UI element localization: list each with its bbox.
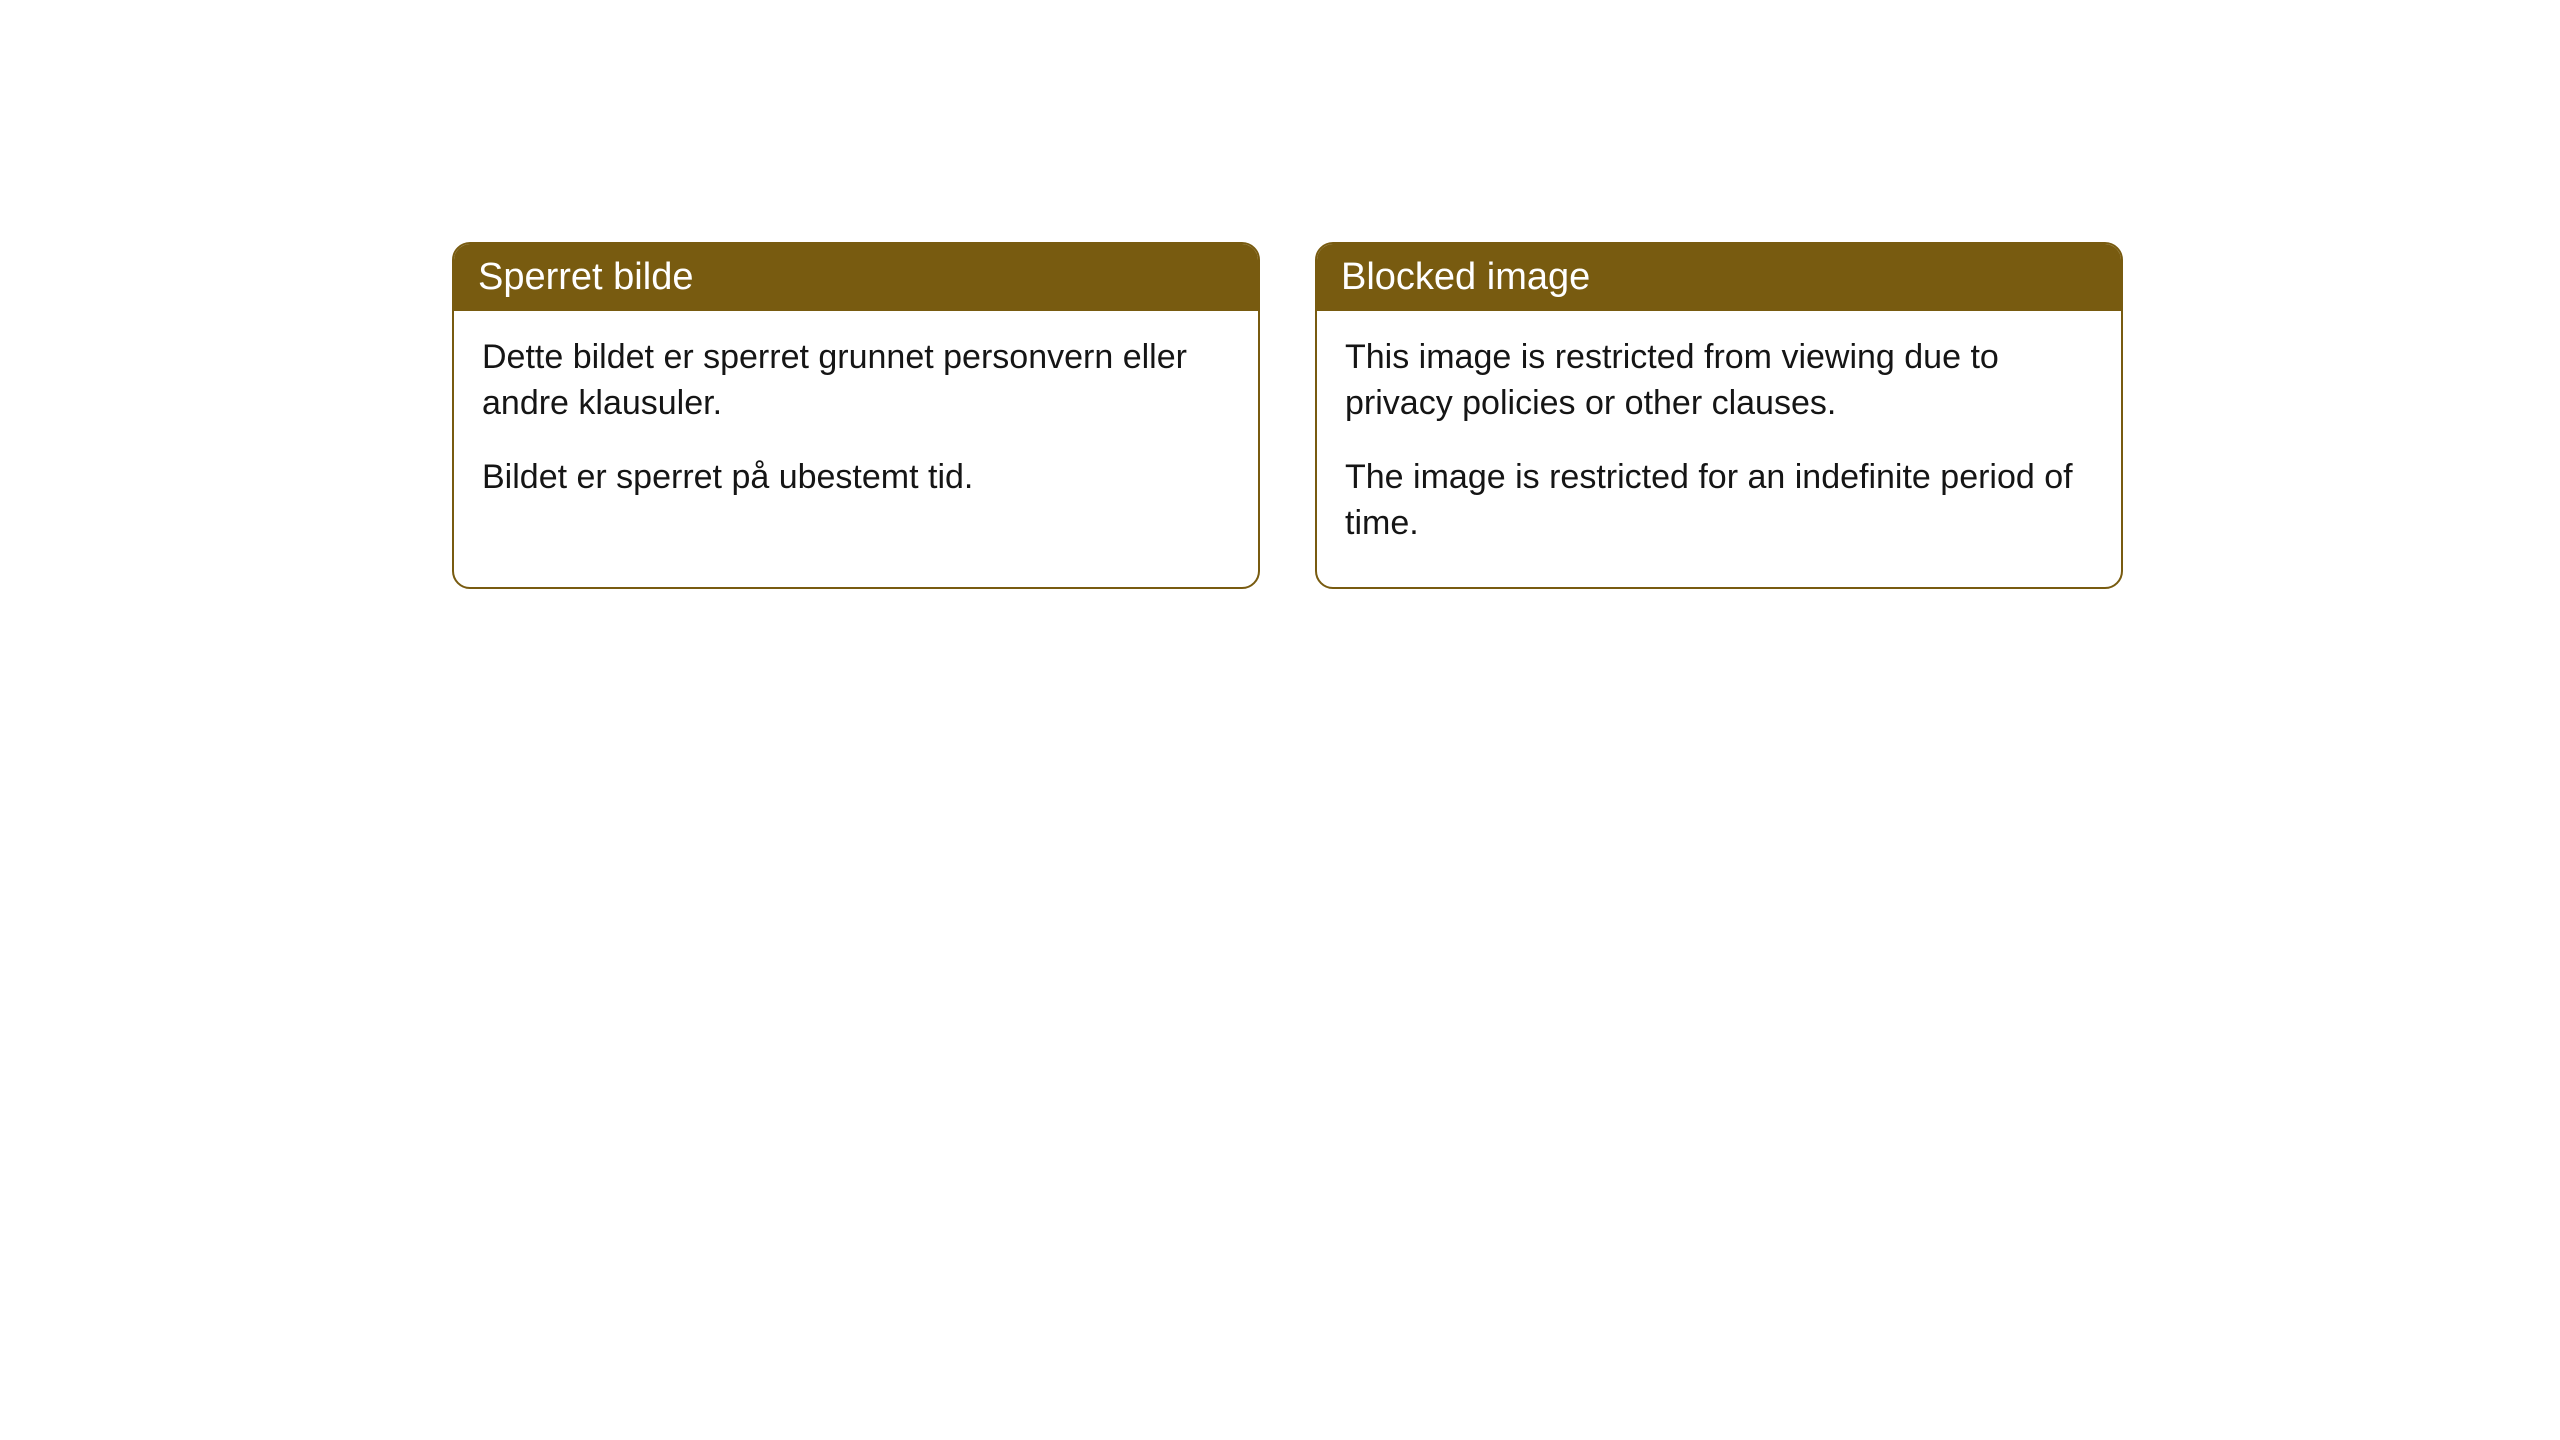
cards-container: Sperret bilde Dette bildet er sperret gr… [452,242,2123,589]
card-para1: Dette bildet er sperret grunnet personve… [482,335,1230,427]
card-english: Blocked image This image is restricted f… [1315,242,2123,589]
card-title: Sperret bilde [478,256,693,298]
card-header-norwegian: Sperret bilde [454,244,1258,311]
card-body-norwegian: Dette bildet er sperret grunnet personve… [454,311,1258,541]
card-header-english: Blocked image [1317,244,2121,311]
card-para2: The image is restricted for an indefinit… [1345,455,2093,547]
card-body-english: This image is restricted from viewing du… [1317,311,2121,587]
card-para2: Bildet er sperret på ubestemt tid. [482,455,1230,501]
card-norwegian: Sperret bilde Dette bildet er sperret gr… [452,242,1260,589]
card-title: Blocked image [1341,256,1590,298]
card-para1: This image is restricted from viewing du… [1345,335,2093,427]
